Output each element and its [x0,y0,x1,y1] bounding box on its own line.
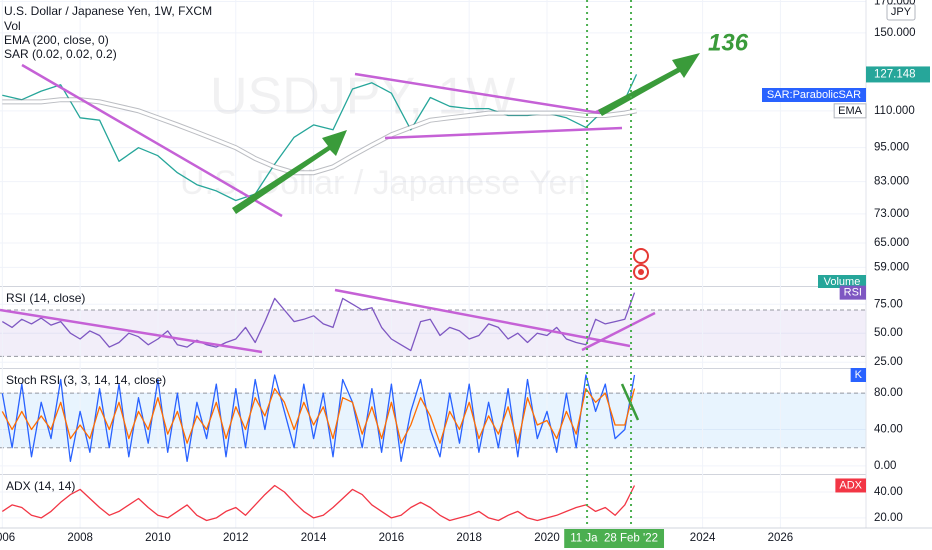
x-tick-label: 2008 [67,532,93,544]
trend-line [384,126,623,140]
indicator: Vol [4,19,21,33]
volume-tag [818,275,866,288]
x-tick-label: 2010 [145,532,171,544]
axis-bg [866,0,932,550]
y-tick-label: 59.000 [874,261,909,273]
trend-line [581,311,656,352]
y-tick-label: 65.000 [874,237,909,249]
marker-label: 11 Jan [570,533,604,545]
y-tick-label: 40.00 [874,424,903,436]
trend-line [334,288,631,348]
y-tick-label: 50.00 [874,327,903,339]
x-tick-label: 2016 [379,532,405,544]
grid-layer [0,0,932,528]
sar-label: SAR:ParabolicSAR [767,89,861,101]
watermark-sub: U.S. Dollar / Japanese Yen [180,164,586,202]
series-line [1,292,636,352]
trend-line [354,72,601,115]
arrow [598,53,700,116]
x-tick-label: 2020 [534,532,560,544]
indicator: EMA (200, close, 0) [4,33,109,47]
series-tag [850,368,866,382]
x-tick-label: 2024 [690,532,716,544]
chart-title: U.S. Dollar / Japanese Yen, 1W, FXCM [4,4,212,18]
series-tag-label: K [855,369,863,381]
pane-title: Stoch RSI (3, 3, 14, 14, close) [6,373,166,387]
x-tick-label: 2018 [456,532,482,544]
y-tick-label: 80.00 [874,387,903,399]
series-layer [1,74,638,522]
y-tick-label: 75.00 [874,298,903,310]
arrow-line [620,383,640,421]
annotation: 136 [708,29,749,56]
y-tick-label: 40.00 [874,486,903,498]
indicator: SAR (0.02, 0.02, 0.2) [4,47,117,61]
series-tag [833,103,867,119]
x-tick-label: 2026 [768,532,794,544]
y-tick-label: 73.000 [874,208,909,220]
marker-label: 28 Feb '22 [604,533,658,545]
series-line [1,484,636,522]
x-tick-label: 2014 [301,532,327,544]
volume-label: Volume [824,276,861,288]
unit-box [886,3,916,21]
x-tick-label: 2012 [223,532,249,544]
y-tick-label: 0.00 [874,460,896,472]
band [0,393,866,448]
series-tag [835,478,866,493]
y-tick-label: 83.000 [874,176,909,188]
series-tag-label: EMA [838,105,863,117]
pane-title: ADX (14, 14) [6,479,75,493]
sar-tag [762,88,866,102]
event-icons [633,248,649,280]
y-tick-label: 95.000 [874,142,909,154]
series-tag-label: ADX [839,479,862,491]
series-tag [839,285,866,300]
last-price-label: 127.148 [874,68,916,80]
event-icon [633,248,649,264]
trend-line [0,308,263,354]
pane-title: RSI (14, close) [6,291,85,305]
y-tick-label: 20.00 [874,512,903,524]
x-tick-label: 2006 [0,532,15,544]
series-tag-label: RSI [844,287,862,299]
marker-tag [598,529,665,548]
trend-line [21,63,283,218]
last-price-tag [866,66,930,83]
series-line [1,387,636,444]
unit-label: JPY [891,6,912,18]
event-icon [638,269,644,275]
y-tick-label: 150.000 [874,27,916,39]
arrow [232,130,347,214]
y-tick-label: 110.000 [874,105,915,117]
y-tick-label: 25.00 [874,356,903,368]
drawings [0,63,656,354]
series-line [2,98,637,175]
arrows [232,53,700,421]
y-tick-label: 170.000 [874,0,916,8]
